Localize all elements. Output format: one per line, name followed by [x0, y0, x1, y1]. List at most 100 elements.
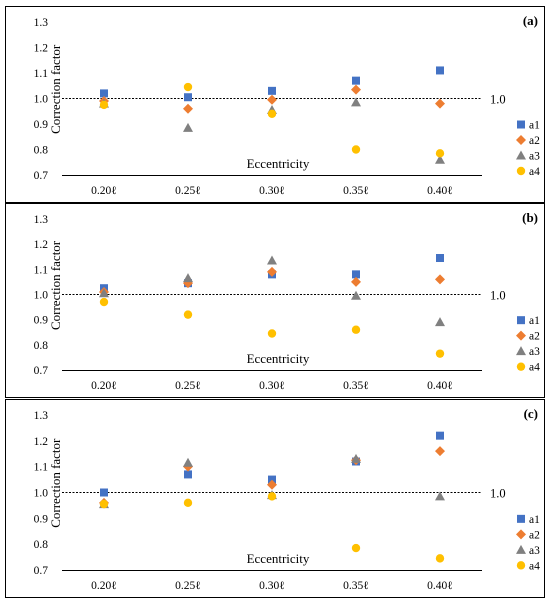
panel-label: (c)	[524, 406, 538, 421]
legend-label: a1	[529, 120, 540, 132]
data-point-a2	[351, 276, 361, 287]
reference-line-label: 1.0	[490, 487, 506, 501]
data-point-a1	[436, 66, 444, 75]
data-point-a1	[352, 270, 360, 279]
y-tick-label: 1.2	[34, 239, 49, 251]
series-a3	[99, 97, 445, 164]
y-tick-label: 0.7	[34, 565, 49, 577]
y-tick-label: 0.9	[34, 513, 49, 525]
y-tick-label: 0.7	[34, 365, 49, 377]
legend-marker-a2	[516, 529, 526, 540]
x-tick-labels: 0.20ℓ 0.25ℓ 0.30ℓ 0.35ℓ 0.40ℓ	[91, 380, 453, 392]
x-axis-title: Eccentricity	[247, 551, 310, 566]
data-point-a1	[184, 93, 192, 102]
x-tick-label: 0.30ℓ	[259, 580, 285, 592]
x-tick-label: 0.20ℓ	[91, 380, 117, 392]
x-tick-label: 0.40ℓ	[427, 380, 453, 392]
x-tick-labels: 0.20ℓ 0.25ℓ 0.30ℓ 0.35ℓ 0.40ℓ	[91, 185, 453, 197]
y-tick-label: 0.8	[34, 340, 49, 352]
y-tick-label: 1.0	[34, 94, 49, 106]
data-point-a3	[351, 97, 361, 107]
series-a4	[99, 297, 445, 358]
data-point-a2	[267, 94, 277, 105]
data-point-a4	[183, 82, 193, 92]
legend-marker-a1	[517, 514, 525, 523]
data-point-a3	[183, 457, 193, 467]
series-a4	[99, 492, 445, 563]
y-axis-title: Correction factor	[48, 438, 63, 528]
data-point-a2	[351, 84, 361, 95]
x-tick-label: 0.35ℓ	[343, 185, 369, 197]
legend-label: a4	[529, 166, 540, 178]
x-tick-label: 0.40ℓ	[427, 185, 453, 197]
y-tick-label: 0.7	[34, 170, 49, 182]
x-tick-label: 0.40ℓ	[427, 580, 453, 592]
legend-label: a1	[529, 315, 540, 327]
y-tick-label: 1.2	[34, 43, 49, 55]
panel-frame	[5, 6, 545, 203]
y-tick-labels: 0.7 0.8 0.9 1.0 1.1 1.2 1.3	[34, 214, 49, 377]
panel-frame	[5, 399, 545, 598]
data-point-a3	[435, 491, 445, 501]
data-point-a1	[100, 89, 108, 98]
data-point-a4	[183, 310, 193, 319]
y-tick-label: 1.1	[34, 68, 49, 80]
legend-marker-a4	[516, 362, 526, 371]
legend-marker-a4	[516, 561, 526, 570]
legend-label: a3	[529, 346, 540, 358]
y-tick-label: 0.8	[34, 145, 49, 157]
legend: a1 a2 a3 a4	[516, 120, 540, 178]
data-point-a3	[351, 290, 361, 300]
data-point-a4	[435, 149, 445, 158]
data-point-a1	[100, 488, 108, 497]
data-point-a2	[267, 266, 277, 277]
legend-label: a3	[529, 545, 540, 557]
series-a2	[99, 266, 445, 297]
x-tick-label: 0.30ℓ	[259, 185, 285, 197]
reference-line-label: 1.0	[490, 93, 506, 107]
data-point-a4	[351, 145, 361, 154]
chart-panel-1: 0.7 0.8 0.9 1.0 1.1 1.2 1.3 0.20ℓ 0.25ℓ 0.30ℓ 0.35…	[5, 6, 545, 203]
x-axis-title: Eccentricity	[247, 351, 310, 366]
data-point-a2	[435, 446, 445, 457]
y-tick-label: 1.3	[34, 410, 49, 422]
y-tick-label: 1.0	[34, 488, 49, 500]
legend-marker-a2	[516, 330, 526, 341]
data-point-a1	[268, 475, 276, 484]
y-tick-label: 1.1	[34, 462, 49, 474]
y-tick-label: 0.9	[34, 119, 49, 131]
y-tick-label: 1.2	[34, 436, 49, 448]
panel-frame	[5, 203, 545, 398]
data-point-a4	[351, 325, 361, 334]
data-point-a3	[267, 255, 277, 265]
y-tick-label: 0.8	[34, 539, 49, 551]
y-tick-label: 1.3	[34, 17, 49, 29]
data-point-a1	[436, 431, 444, 440]
data-point-a3	[99, 288, 109, 298]
y-tick-labels: 0.7 0.8 0.9 1.0 1.1 1.2 1.3	[34, 410, 49, 577]
legend-marker-a3	[516, 150, 526, 160]
series-a3	[99, 255, 445, 327]
legend-label: a4	[529, 362, 540, 374]
legend-label: a2	[529, 331, 540, 343]
legend-marker-a4	[516, 166, 526, 176]
data-point-a3	[183, 273, 193, 283]
legend-marker-a1	[517, 316, 525, 325]
series-a1	[100, 66, 444, 102]
chart-panel-2: 0.7 0.8 0.9 1.0 1.1 1.2 1.3 0.20ℓ 0.25ℓ 0.30ℓ 0.35…	[5, 203, 545, 398]
reference-line-label: 1.0	[490, 289, 506, 303]
y-tick-label: 1.3	[34, 214, 49, 226]
x-tick-label: 0.20ℓ	[91, 185, 117, 197]
legend-marker-a2	[516, 135, 526, 146]
data-point-a1	[184, 470, 192, 479]
y-tick-label: 0.9	[34, 315, 49, 327]
legend-label: a1	[529, 514, 540, 526]
panel-label: (a)	[523, 13, 538, 28]
x-tick-label: 0.25ℓ	[175, 380, 201, 392]
x-tick-label: 0.35ℓ	[343, 380, 369, 392]
x-tick-label: 0.25ℓ	[175, 185, 201, 197]
data-point-a1	[268, 86, 276, 95]
series-a4	[99, 82, 445, 158]
x-axis-title: Eccentricity	[247, 156, 310, 171]
